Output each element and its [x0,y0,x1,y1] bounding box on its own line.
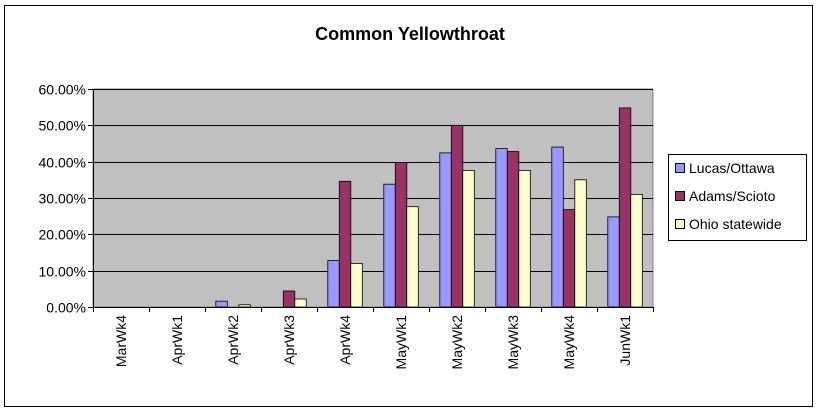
x-tick-label: AprWk4 [337,315,353,365]
x-tick-label: MayWk2 [449,315,465,370]
x-tick-label: MayWk4 [561,315,577,370]
x-tick-label: AprWk2 [225,315,241,365]
y-tick-label: 20.00% [39,227,86,243]
legend-swatch [675,191,685,201]
y-tick-label: 40.00% [39,155,86,171]
bar-ohio-statewide-maywk3 [518,169,531,308]
y-tick-label: 30.00% [39,191,86,207]
bar-ohio-statewide-aprwk2 [238,304,251,308]
x-tick-label: JunWk1 [617,315,633,366]
chart-title: Common Yellowthroat [315,24,505,44]
y-tick-label: 60.00% [39,82,86,98]
y-axis: 0.00% 10.00% 20.00% 30.00% 40.00% 50.00% 60.00… [39,82,94,316]
x-tick-label: MayWk1 [393,315,409,370]
legend-label: Adams/Scioto [689,188,776,204]
x-axis: MarWk4 AprWk1 AprWk2 AprWk3 AprWk4 MayWk1 MayW… [93,307,654,369]
bar-lucas-ottawa-junwk1 [607,216,620,308]
bar-adams-scioto-maywk4 [562,209,576,308]
legend: Lucas/Ottawa Adams/Scioto Ohio statewide [668,154,807,241]
y-tick-label: 0.00% [46,300,86,316]
bar-ohio-statewide-aprwk3 [294,298,307,308]
bar-adams-scioto-maywk1 [394,161,408,308]
bar-ohio-statewide-junwk1 [630,193,643,308]
bar-lucas-ottawa-maywk1 [383,183,396,308]
bar-adams-scioto-maywk3 [506,151,520,308]
bars [215,107,643,308]
bar-lucas-ottawa-maywk2 [439,152,452,308]
x-tick-label: MayWk3 [505,315,521,370]
bar-ohio-statewide-maywk1 [406,206,419,308]
bar-adams-scioto-maywk2 [450,124,464,308]
bar-ohio-statewide-maywk2 [462,169,475,308]
y-tick-label: 10.00% [39,264,86,280]
y-tick-label: 50.00% [39,118,86,134]
bar-ohio-statewide-aprwk4 [350,262,363,308]
legend-swatch [675,219,685,229]
bar-adams-scioto-junwk1 [618,107,632,308]
legend-swatch [675,163,685,173]
legend-label: Ohio statewide [689,216,782,232]
bar-adams-scioto-aprwk3 [282,290,296,308]
bar-lucas-ottawa-maywk4 [551,146,564,308]
legend-label: Lucas/Ottawa [689,160,775,176]
bar-lucas-ottawa-aprwk2 [215,300,228,308]
x-tick-label: AprWk3 [281,315,297,365]
bar-lucas-ottawa-aprwk4 [327,260,340,308]
bar-adams-scioto-aprwk4 [338,180,352,308]
x-tick-label: AprWk1 [169,315,185,365]
legend-box [668,154,807,241]
bar-ohio-statewide-maywk4 [574,179,587,308]
x-tick-label: MarWk4 [113,315,129,367]
bar-lucas-ottawa-maywk3 [495,148,508,308]
